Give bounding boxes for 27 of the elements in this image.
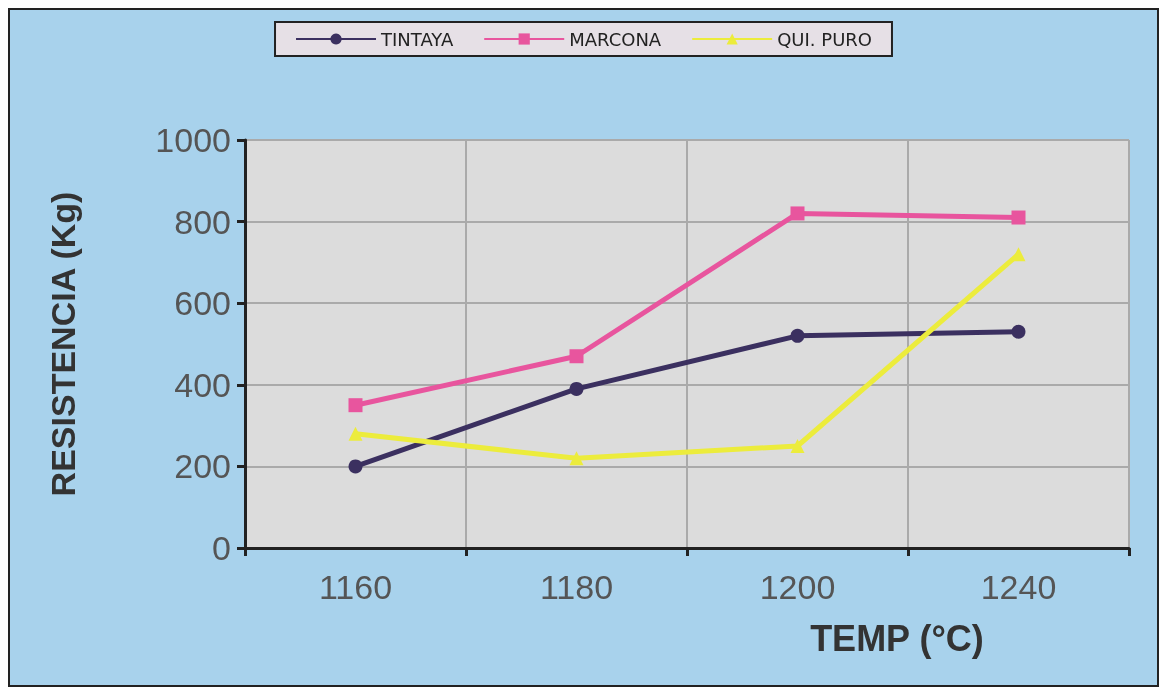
point xyxy=(1011,324,1026,339)
legend-label: MARCONA xyxy=(569,28,662,50)
point xyxy=(348,459,363,474)
y-tick-label: 0 xyxy=(212,529,231,567)
point xyxy=(569,349,584,364)
point xyxy=(790,328,805,343)
point xyxy=(1011,210,1026,225)
point xyxy=(569,451,584,466)
y-tick-label: 800 xyxy=(174,202,231,241)
point xyxy=(790,206,805,221)
legend-label: QUI. PURO xyxy=(777,28,872,50)
x-tick-label: 1180 xyxy=(539,568,614,606)
y-axis-title: RESISTENCIA (Kg) xyxy=(44,191,82,497)
y-tick-label: 200 xyxy=(174,447,231,486)
point xyxy=(569,381,584,396)
point xyxy=(348,398,363,413)
x-tick-label: 1240 xyxy=(980,568,1057,606)
point xyxy=(1011,247,1026,262)
x-tick-label: 1200 xyxy=(759,568,836,606)
y-tick-label: 1000 xyxy=(155,121,231,159)
y-tick-label: 600 xyxy=(174,284,231,323)
point xyxy=(348,426,363,441)
x-tick-label: 1160 xyxy=(318,568,393,606)
y-tick-label: 400 xyxy=(174,365,231,404)
x-axis-title: TEMP (°C) xyxy=(810,617,984,659)
point xyxy=(790,439,805,453)
legend-label: TINTAYA xyxy=(380,28,454,50)
